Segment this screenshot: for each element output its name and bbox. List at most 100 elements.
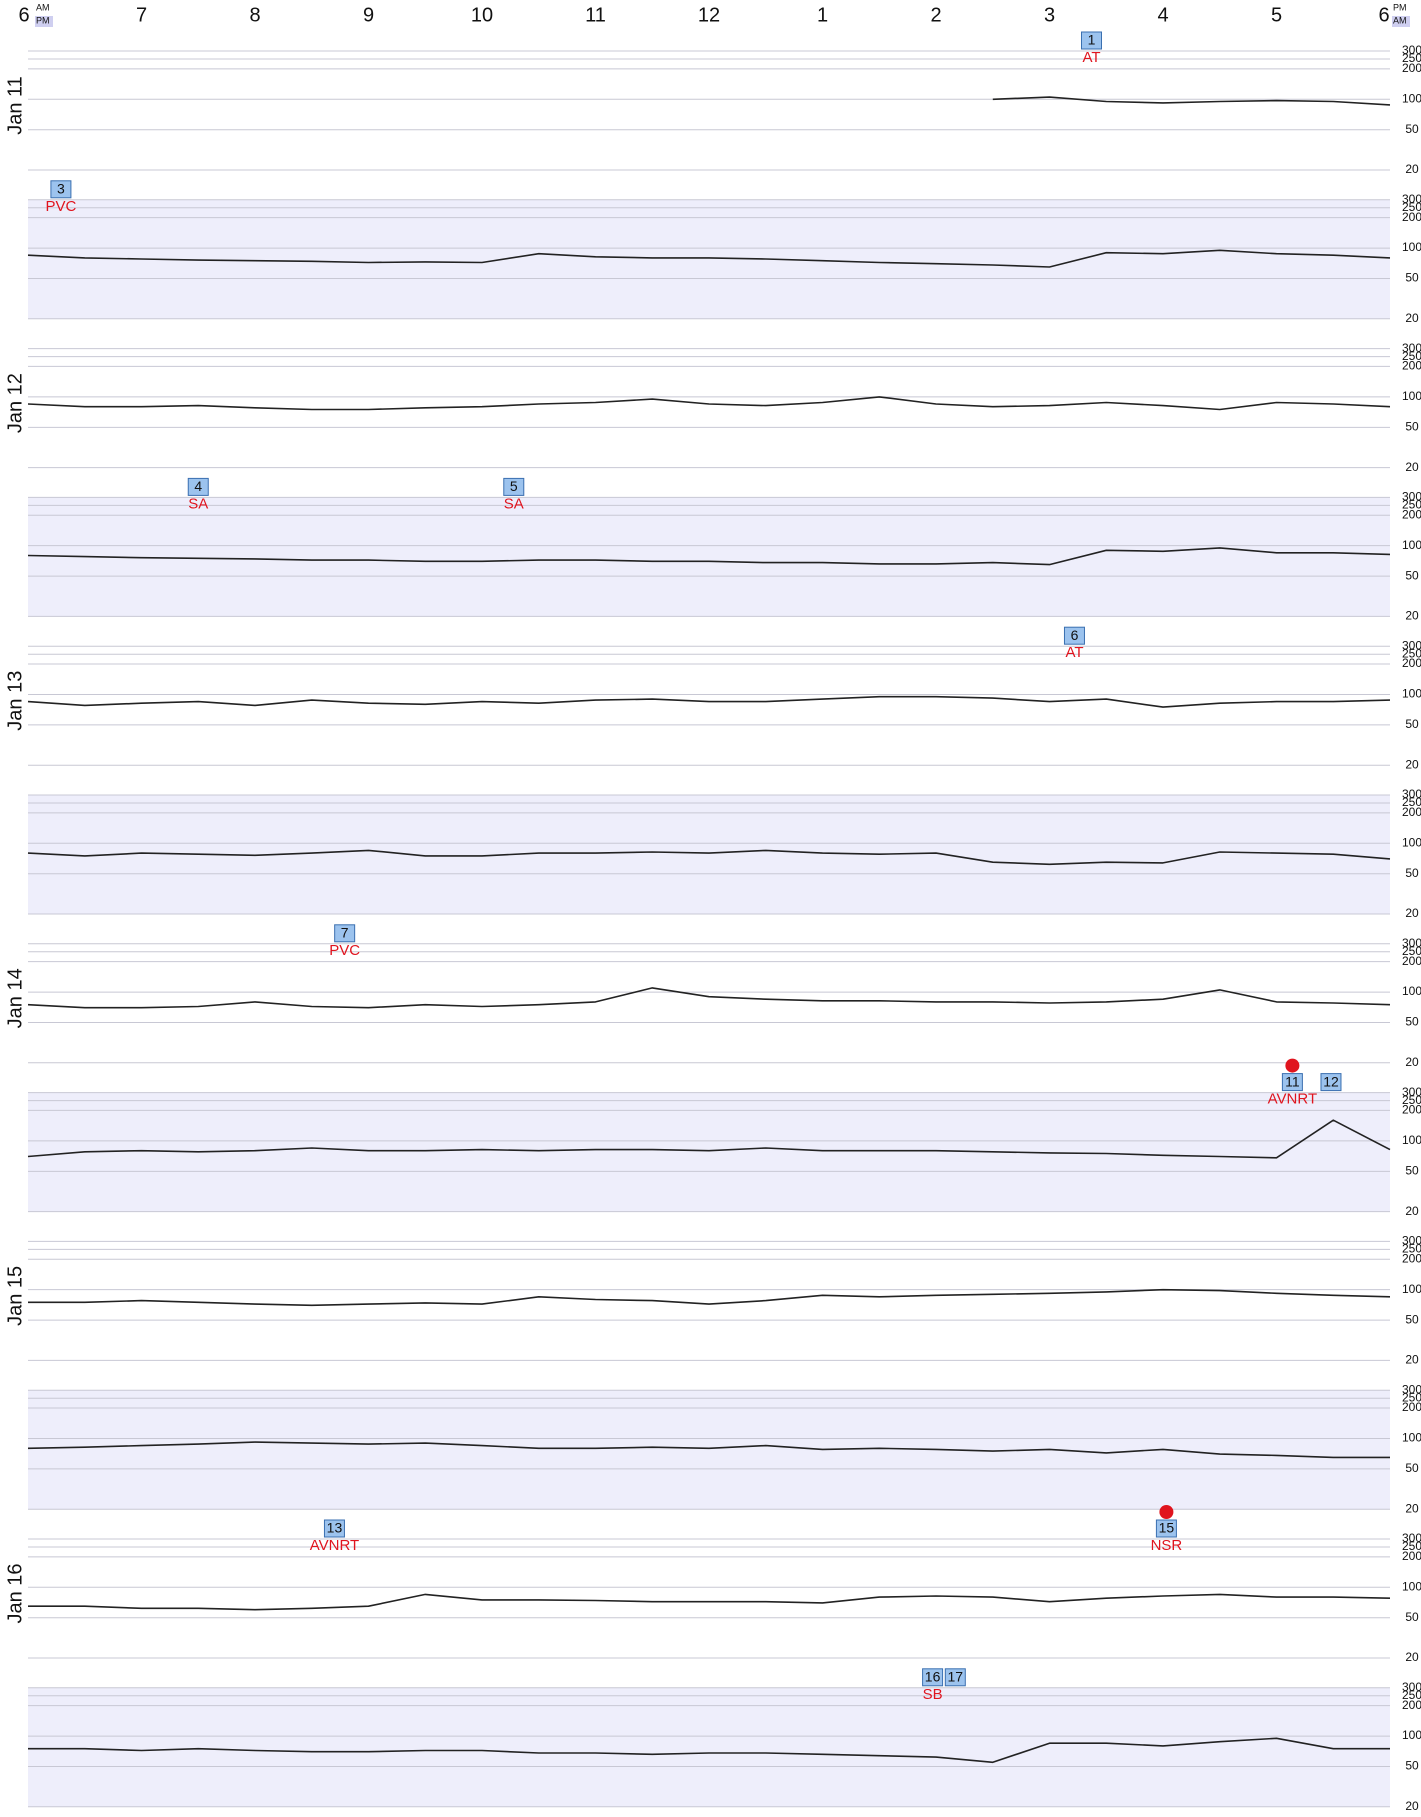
event-marker[interactable]: 6AT	[1063, 626, 1085, 661]
y-tick-label: 100	[1402, 240, 1421, 254]
y-tick-label: 20	[1405, 460, 1419, 474]
event-box	[1155, 1519, 1177, 1538]
y-tick-label: 200	[1402, 1400, 1421, 1414]
event-number: 7	[341, 925, 349, 941]
y-tick-label: 20	[1405, 1501, 1419, 1515]
y-tick-label: 250	[1402, 646, 1421, 660]
event-marker[interactable]: 5SA	[503, 477, 525, 512]
y-tick-label: 100	[1402, 687, 1421, 701]
y-tick-label: 100	[1402, 1579, 1421, 1593]
hour-label: 4	[1157, 4, 1168, 26]
event-box	[187, 477, 209, 496]
y-tick-label: 50	[1405, 420, 1419, 434]
hour-label: 6	[18, 4, 29, 26]
y-tick-label: 200	[1402, 1103, 1421, 1117]
event-marker[interactable]: 12	[1320, 1073, 1342, 1092]
y-tick-label: 20	[1405, 1353, 1419, 1367]
y-tick-label: 200	[1402, 61, 1421, 75]
y-tick-label: 200	[1402, 1549, 1421, 1563]
event-marker[interactable]: 17	[944, 1668, 966, 1687]
y-tick-label: 200	[1402, 359, 1421, 373]
hour-label: 6	[1378, 4, 1389, 26]
y-tick-label: 20	[1405, 1204, 1419, 1218]
hour-label: 3	[1044, 4, 1055, 26]
hour-label: 7	[136, 4, 147, 26]
y-tick-label: 50	[1405, 1164, 1419, 1178]
heart-rate-trace	[27, 987, 1391, 1009]
y-tick-label: 300	[1402, 1085, 1421, 1099]
y-tick-label: 250	[1402, 1539, 1421, 1553]
y-tick-label: 300	[1402, 192, 1421, 206]
heart-rate-trace	[27, 695, 1391, 708]
y-tick-label: 300	[1402, 1531, 1421, 1545]
y-tick-label: 100	[1402, 389, 1421, 403]
event-number: 11	[1285, 1073, 1300, 1089]
event-label: AVNRT	[1268, 1091, 1317, 1108]
y-tick-label: 200	[1402, 954, 1421, 968]
row-shade	[28, 497, 1390, 617]
day-label: Jan 13	[4, 671, 26, 731]
event-box	[1080, 31, 1102, 50]
y-tick-label: 100	[1402, 538, 1421, 552]
event-marker[interactable]: 4SA	[187, 477, 209, 512]
event-box	[1281, 1073, 1303, 1092]
event-box	[1320, 1073, 1342, 1092]
y-tick-label: 100	[1402, 1431, 1421, 1445]
y-tick-label: 200	[1402, 507, 1421, 521]
event-box	[1063, 626, 1085, 645]
hour-label: 12	[698, 4, 720, 26]
event-number: 6	[1071, 627, 1079, 643]
event-number: 1	[1088, 32, 1096, 48]
y-tick-label: 200	[1402, 210, 1421, 224]
event-marker[interactable]: 1AT	[1080, 31, 1102, 66]
y-tick-label: 250	[1402, 51, 1421, 65]
y-tick-label: 100	[1402, 1133, 1421, 1147]
hour-label: 9	[363, 4, 374, 26]
heart-rate-trace	[28, 1593, 1391, 1611]
event-box	[334, 924, 356, 943]
event-label: PVC	[329, 942, 360, 959]
heart-rate-trace	[27, 1441, 1390, 1459]
hour-label: 2	[930, 4, 941, 26]
y-tick-label: 20	[1405, 162, 1419, 176]
y-tick-label: 50	[1405, 866, 1419, 880]
event-label: NSR	[1151, 1537, 1183, 1554]
event-label: SB	[923, 1686, 943, 1703]
y-tick-label: 50	[1405, 1461, 1419, 1475]
y-tick-label: 300	[1402, 936, 1421, 950]
y-tick-label: 300	[1402, 787, 1421, 801]
event-box	[922, 1668, 944, 1687]
hour-label: 1	[817, 4, 828, 26]
event-box	[503, 477, 525, 496]
y-tick-label: 300	[1402, 341, 1421, 355]
day-label: Jan 15	[4, 1266, 26, 1326]
y-tick-label: 200	[1402, 1251, 1421, 1265]
event-number: 13	[327, 1520, 343, 1536]
event-box	[323, 1519, 345, 1538]
y-tick-label: 300	[1402, 1234, 1421, 1248]
y-tick-label: 300	[1402, 43, 1421, 57]
y-tick-label: 20	[1405, 1055, 1419, 1069]
event-number: 12	[1323, 1073, 1339, 1089]
y-tick-label: 250	[1402, 1242, 1421, 1256]
heart-rate-trace	[992, 96, 1391, 106]
event-dot	[1285, 1058, 1300, 1073]
heart-rate-trace	[27, 849, 1391, 866]
y-tick-label: 300	[1402, 1680, 1421, 1694]
y-tick-label: 300	[1402, 638, 1421, 652]
y-tick-label: 250	[1402, 1390, 1421, 1404]
event-marker[interactable]: 11 AVNRT	[1268, 1058, 1317, 1108]
y-tick-label: 50	[1405, 1610, 1419, 1624]
heart-rate-trace	[28, 1288, 1391, 1307]
event-label: PVC	[45, 198, 76, 215]
y-tick-label: 50	[1405, 122, 1419, 136]
y-tick-label: 50	[1405, 1759, 1419, 1773]
y-tick-label: 100	[1402, 91, 1421, 105]
y-tick-label: 20	[1405, 757, 1419, 771]
hour-label: 11	[585, 4, 606, 26]
